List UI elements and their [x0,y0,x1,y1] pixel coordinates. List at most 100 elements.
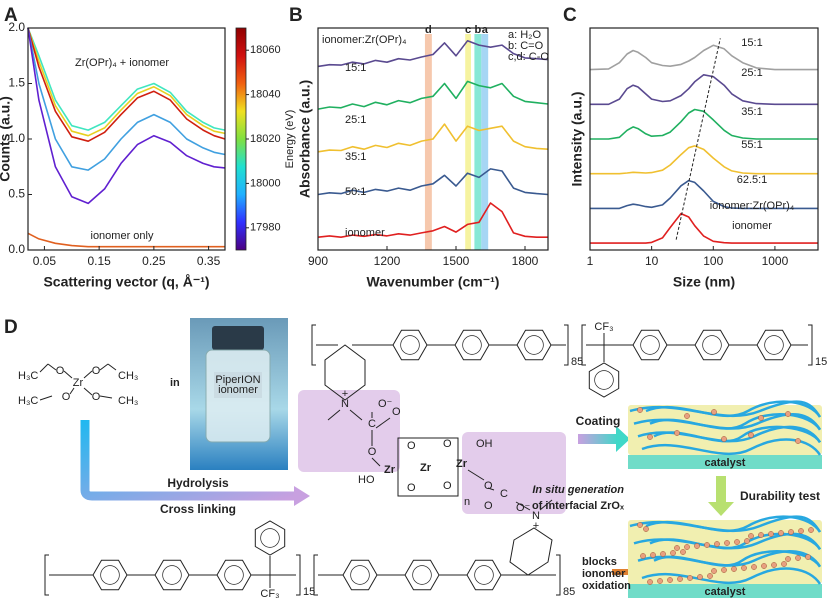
series-line [27,232,225,248]
bond [99,363,109,371]
plot-frame [589,27,819,251]
diagram-text: 85 [571,356,583,368]
ring [392,329,428,361]
ring-aromatic [224,565,244,585]
annotation: ionomer only [91,230,154,242]
bond [39,395,53,401]
diagram-text: O [56,365,65,377]
diagram-text: HO [358,474,375,486]
zrox-particle [758,415,764,421]
diagram-text: ionomer [218,384,258,396]
ionomer-chain [645,515,822,533]
bracket [564,324,569,366]
colorbar-tick-label: 18020 [250,133,281,145]
arrow-head [294,486,310,506]
colorbar-tick-label: 17980 [250,222,281,234]
diagram-text: O [443,438,452,450]
bond [47,363,57,371]
diagram-text: O [407,440,416,452]
series-line [317,40,549,68]
series-line [590,212,818,244]
diagram-text: C [368,418,376,430]
zrox-particle [788,529,794,535]
series-label: 15:1 [741,37,762,49]
series-label: 15:1 [345,62,366,74]
catalyst-layer [628,584,822,598]
diagram-text: O⁻ [516,502,531,514]
series-line [590,74,818,106]
bond [487,487,495,491]
x-tick-label: 0.05 [33,254,57,268]
zrox-particle [704,542,710,548]
bond [69,387,75,395]
diagram-text: N [532,510,540,522]
bracket-box [397,437,459,497]
ring [216,559,252,591]
zrox-particle [657,578,663,584]
piperidine [324,344,366,401]
ring-aromatic [350,565,370,585]
panel-label: A [4,5,18,26]
bond [83,387,93,396]
zrox-particle [768,531,774,537]
zrox-particle [697,574,703,580]
ring [588,362,620,398]
series-label: 50:1 [345,186,366,198]
y-tick-label: 1.0 [8,131,25,145]
series-line [589,44,818,71]
x-tick-label: 1000 [762,254,789,268]
diagram-text: catalyst [705,586,746,598]
x-axis-label: Wavenumber (cm⁻¹) [367,274,500,290]
diagram-text: Zr [456,458,468,470]
diagram-text: + [533,520,539,532]
panel-label: B [289,5,303,26]
diagram-text: PiperION [215,374,260,386]
band-label: d [425,24,432,36]
ionomer-chain [649,413,822,431]
zrox-particle [731,566,737,572]
diagram-text: blocks [582,556,617,568]
ring-aromatic [594,370,614,390]
diagram-text: CH₃ [118,395,138,407]
ring-aromatic [474,565,494,585]
series-line [317,202,548,238]
diagram-text: 15 [303,586,315,598]
ring-aromatic [100,565,120,585]
zrox-particle [711,568,717,574]
zrox-particle [781,561,787,567]
zrox-particle [758,532,764,538]
series-label: ionomer [345,227,385,239]
zrox-particle [684,544,690,550]
zrox-particle [647,434,653,440]
series-label: 25:1 [741,67,762,79]
process-arrow [80,420,296,501]
zrox-particle [674,545,680,551]
zrox-particle [721,567,727,573]
y-tick-label: 2.0 [8,20,25,34]
diagram-text: in [170,377,180,389]
ring-aromatic [640,335,660,355]
ionomer-chain [649,532,822,551]
x-tick-label: 1200 [374,254,401,268]
zrox-particle [798,528,804,534]
arrow-head [708,502,734,516]
ionomer-chain [645,400,822,418]
zrox-particle [667,577,673,583]
zrox-particle [637,522,643,528]
diagram-text: Zr [384,464,396,476]
ring [694,329,730,361]
ring-aromatic [462,335,482,355]
panel-label: C [563,5,577,26]
zrox-particle [795,438,801,444]
bracket [581,324,586,366]
series-line [27,27,226,137]
y-axis-label: Absorbance (a.u.) [297,80,313,198]
zrox-particle [741,565,747,571]
x-axis-label: Size (nm) [673,274,735,290]
series-line [590,145,818,175]
colorbar [235,27,247,251]
x-tick-label: 1800 [512,254,539,268]
bond [39,363,49,373]
series-label: 25:1 [345,114,366,126]
x-axis-label: Scattering vector (q, Å⁻¹) [43,274,209,290]
